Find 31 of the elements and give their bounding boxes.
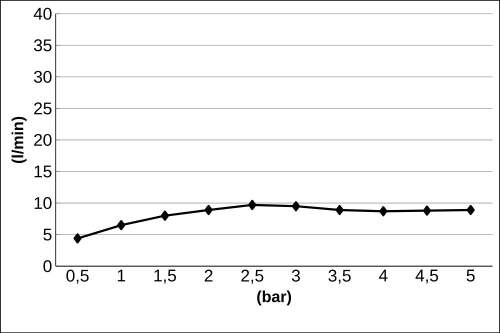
point <box>204 204 213 215</box>
point <box>466 204 475 215</box>
point <box>117 220 126 230</box>
point <box>336 204 344 215</box>
x-tick-label: 2 <box>204 270 212 282</box>
x-tick-label: 1 <box>118 270 126 282</box>
x-tick-label: 3,5 <box>328 270 351 284</box>
y-tick-label: 30 <box>34 70 52 83</box>
y-tick-label: 25 <box>34 102 52 114</box>
x-tick-label: 4 <box>378 270 388 282</box>
y-tick-label: 15 <box>34 165 52 178</box>
y-tick-label: 35 <box>34 39 52 52</box>
point <box>379 206 388 216</box>
y-tick-label: 0 <box>43 260 52 272</box>
point <box>248 200 256 210</box>
point <box>422 205 432 216</box>
point <box>160 210 170 221</box>
y-tick-label: 20 <box>34 134 52 146</box>
y-tick-label: 10 <box>34 196 52 209</box>
x-tick-label: 5 <box>466 270 475 282</box>
x-tick-label: 1,5 <box>154 270 176 284</box>
x-tick-label: 2,5 <box>241 270 264 284</box>
point <box>73 233 82 244</box>
x-tick-label: 3 <box>292 270 300 282</box>
y-tick-label: 40 <box>34 8 52 20</box>
x-tick-label: 0,5 <box>66 270 89 284</box>
point <box>292 201 300 212</box>
x-tick-label: 4,5 <box>416 270 438 284</box>
y-tick-label: 5 <box>43 228 52 240</box>
x-axis-title: (bar) <box>257 290 292 306</box>
y-axis-title: (l/min) <box>12 116 26 163</box>
